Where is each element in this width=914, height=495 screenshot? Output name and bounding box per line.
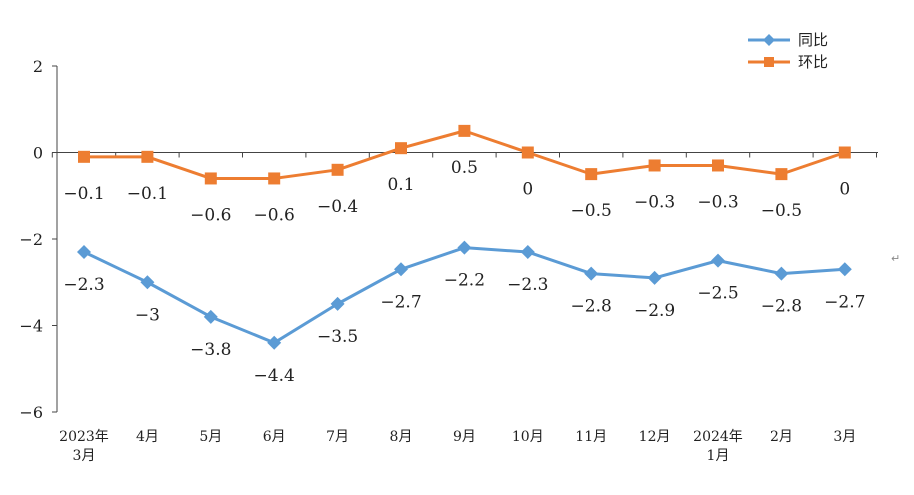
data-point	[520, 244, 535, 259]
data-point	[775, 168, 788, 181]
data-point	[647, 270, 662, 285]
data-label: −2.7	[824, 292, 865, 312]
x-category-label: 2月	[770, 429, 793, 445]
legend-label: 同比	[798, 31, 828, 49]
data-point	[584, 266, 599, 281]
series-group	[77, 124, 852, 350]
data-label: −2.3	[63, 275, 104, 295]
legend-label: 环比	[798, 53, 828, 71]
data-label: 0.5	[451, 158, 478, 178]
data-point	[78, 150, 90, 163]
data-label: −2.3	[507, 275, 548, 295]
y-tick-label: 2	[33, 57, 43, 76]
data-label: −2.9	[634, 301, 675, 321]
data-label: −0.3	[634, 192, 675, 212]
data-label: −4.4	[254, 366, 295, 386]
data-label: −2.8	[761, 297, 802, 317]
x-category-label: 9月	[453, 429, 476, 445]
data-point	[458, 124, 471, 137]
x-category-label: 11月	[575, 429, 607, 445]
data-point	[140, 275, 155, 290]
data-point	[711, 253, 725, 268]
data-label: 0.1	[387, 175, 414, 195]
data-label: −0.5	[761, 201, 802, 221]
x-category-label: 8月	[390, 429, 413, 445]
axes: 2 0 −2 −4 −6 2023年 3月 4月 5月 6月 7月 8月 9月 10月 11月 12月 2024…	[19, 57, 878, 464]
data-point	[267, 335, 282, 350]
x-category-label: 2023年 3月	[59, 429, 109, 464]
data-label: −2.8	[571, 297, 612, 317]
x-category-label: 3月	[833, 429, 856, 445]
data-point	[203, 309, 218, 324]
data-label: 0	[522, 180, 533, 200]
data-point	[712, 159, 724, 172]
data-label: −3.5	[317, 327, 358, 347]
data-label: −3.8	[190, 340, 231, 360]
data-label: −2.2	[444, 271, 485, 291]
data-point	[648, 159, 661, 172]
data-label: −0.6	[254, 205, 295, 225]
data-point	[141, 150, 154, 163]
data-point	[395, 142, 407, 155]
data-point	[330, 296, 345, 311]
data-label: −0.5	[571, 201, 612, 221]
x-category-label: 6月	[263, 429, 286, 445]
y-tick-label: 0	[33, 144, 43, 163]
data-point	[394, 262, 408, 277]
data-point	[838, 146, 851, 159]
data-label: 0	[839, 180, 850, 200]
x-category-label: 4月	[136, 429, 159, 445]
data-label: −3	[135, 305, 160, 325]
data-point	[585, 168, 598, 181]
stray-return-mark: ↵	[891, 252, 901, 265]
data-label: −2.7	[380, 292, 421, 312]
data-label: −0.1	[127, 184, 168, 204]
legend-marker	[763, 34, 775, 46]
data-point	[521, 146, 534, 159]
x-category-label: 7月	[326, 429, 349, 445]
data-label: −2.5	[697, 284, 738, 304]
data-point	[204, 172, 217, 185]
data-label: −0.1	[63, 184, 104, 204]
data-label: −0.6	[190, 205, 231, 225]
x-category-label: 5月	[199, 429, 222, 445]
y-tick-label: −4	[19, 317, 43, 336]
legend-marker	[764, 57, 774, 67]
data-point	[77, 244, 91, 259]
y-tick-label: −6	[19, 403, 43, 422]
data-point	[774, 266, 789, 281]
x-category-label: 2024年 1月	[693, 429, 743, 464]
data-point	[331, 163, 344, 176]
data-point	[837, 262, 852, 277]
y-tick-label: −2	[19, 230, 43, 249]
data-labels: −2.3 −3 −3.8 −4.4 −3.5 −2.7 −2.2 −2.3 −2.8 −2.9 −2…	[63, 158, 865, 386]
data-point	[268, 172, 281, 185]
x-category-label: 10月	[512, 429, 544, 445]
data-point	[457, 240, 472, 255]
data-label: −0.3	[697, 192, 738, 212]
x-category-label: 12月	[639, 429, 671, 445]
data-label: −0.4	[317, 197, 358, 217]
